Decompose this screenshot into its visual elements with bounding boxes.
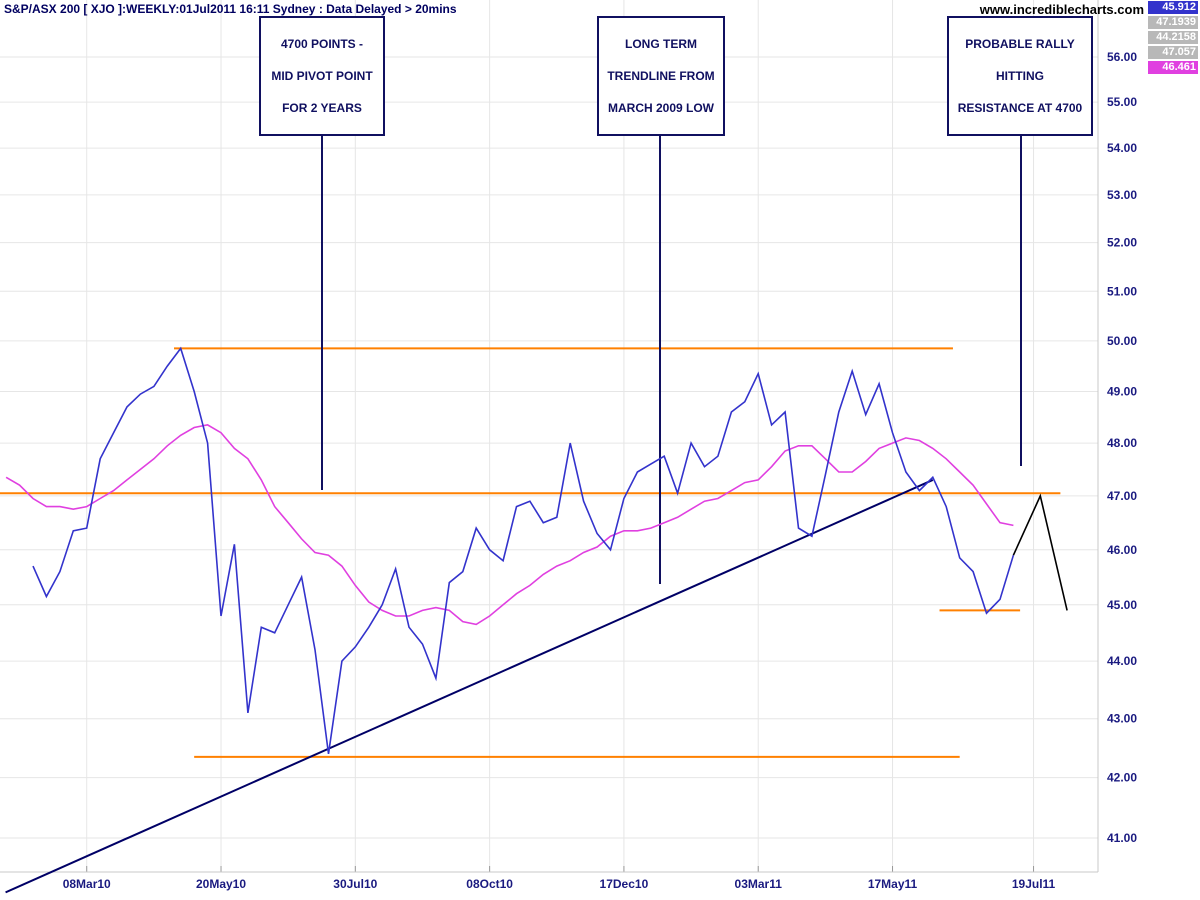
annotation-line: RESISTANCE AT 4700 bbox=[957, 101, 1083, 115]
annotation-line: HITTING bbox=[996, 69, 1044, 83]
trendline bbox=[5, 479, 934, 894]
x-tick-label: 20May10 bbox=[196, 877, 246, 891]
site-watermark[interactable]: www.incrediblecharts.com bbox=[979, 2, 1144, 17]
price-tag: 46.461 bbox=[1148, 61, 1198, 74]
y-tick-label: 47.00 bbox=[1107, 489, 1137, 503]
y-tick-label: 51.00 bbox=[1107, 284, 1137, 298]
y-tick-label: 54.00 bbox=[1107, 141, 1137, 155]
x-tick-label: 08Oct10 bbox=[466, 877, 513, 891]
series-group bbox=[5, 346, 1068, 755]
price-tag: 44.2158 bbox=[1148, 31, 1198, 44]
y-tick-label: 41.00 bbox=[1107, 831, 1137, 845]
y-tick-label: 56.00 bbox=[1107, 50, 1137, 64]
price-tag: 47.1939 bbox=[1148, 16, 1198, 29]
price-tag: 47.057 bbox=[1148, 46, 1198, 59]
y-tick-label: 49.00 bbox=[1107, 384, 1137, 398]
projection-line bbox=[1012, 493, 1068, 611]
x-tick-label: 19Jul11 bbox=[1012, 877, 1056, 891]
price-tag: 45.912 bbox=[1148, 1, 1198, 14]
annotation-line: TRENDLINE FROM bbox=[607, 69, 715, 83]
support-resistance-lines bbox=[0, 347, 1061, 758]
x-tick-label: 30Jul10 bbox=[333, 877, 377, 891]
annotation-line: MARCH 2009 LOW bbox=[607, 101, 714, 115]
annotation-line: PROBABLE RALLY bbox=[965, 37, 1075, 51]
y-tick-label: 44.00 bbox=[1107, 654, 1137, 668]
moving-average-line bbox=[5, 424, 1014, 626]
trendline-group bbox=[5, 479, 934, 894]
x-tick-labels: 08Mar10 20May10 30Jul10 08Oct10 17Dec10 03Mar… bbox=[63, 877, 1056, 891]
annotation-line: 4700 POINTS - bbox=[280, 37, 364, 51]
x-tick-label: 17May11 bbox=[868, 877, 918, 891]
y-tick-label: 46.00 bbox=[1107, 543, 1137, 557]
y-tick-label: 45.00 bbox=[1107, 598, 1137, 612]
x-tick-label: 17Dec10 bbox=[600, 877, 649, 891]
y-tick-label: 42.00 bbox=[1107, 771, 1137, 785]
y-tick-label: 50.00 bbox=[1107, 334, 1137, 348]
price-tags: 45.912 47.1939 44.2158 47.057 46.461 bbox=[1148, 1, 1198, 76]
annotation-leader-lines bbox=[321, 72, 1022, 584]
price-line bbox=[32, 346, 1015, 755]
x-tick-label: 08Mar10 bbox=[63, 877, 111, 891]
grid-lines bbox=[0, 0, 1098, 872]
y-tick-labels: 41.00 42.00 43.00 44.00 45.00 46.00 47.00 48.00… bbox=[1107, 50, 1137, 845]
annotation-line: LONG TERM bbox=[625, 37, 697, 51]
y-tick-label: 43.00 bbox=[1107, 712, 1137, 726]
x-tick-label: 03Mar11 bbox=[735, 877, 783, 891]
y-tick-label: 55.00 bbox=[1107, 95, 1137, 109]
annotation-pivot-point: 4700 POINTS - MID PIVOT POINT FOR 2 YEAR… bbox=[259, 16, 385, 136]
y-tick-label: 53.00 bbox=[1107, 188, 1137, 202]
y-tick-label: 48.00 bbox=[1107, 436, 1137, 450]
chart-title: S&P/ASX 200 [ XJO ]:WEEKLY:01Jul2011 16:… bbox=[4, 2, 457, 16]
y-tick-label: 52.00 bbox=[1107, 236, 1137, 250]
annotation-probable-rally: PROBABLE RALLY HITTING RESISTANCE AT 470… bbox=[947, 16, 1093, 136]
annotation-line: FOR 2 YEARS bbox=[282, 101, 362, 115]
annotation-trendline: LONG TERM TRENDLINE FROM MARCH 2009 LOW bbox=[597, 16, 725, 136]
annotation-line: MID PIVOT POINT bbox=[271, 69, 373, 83]
